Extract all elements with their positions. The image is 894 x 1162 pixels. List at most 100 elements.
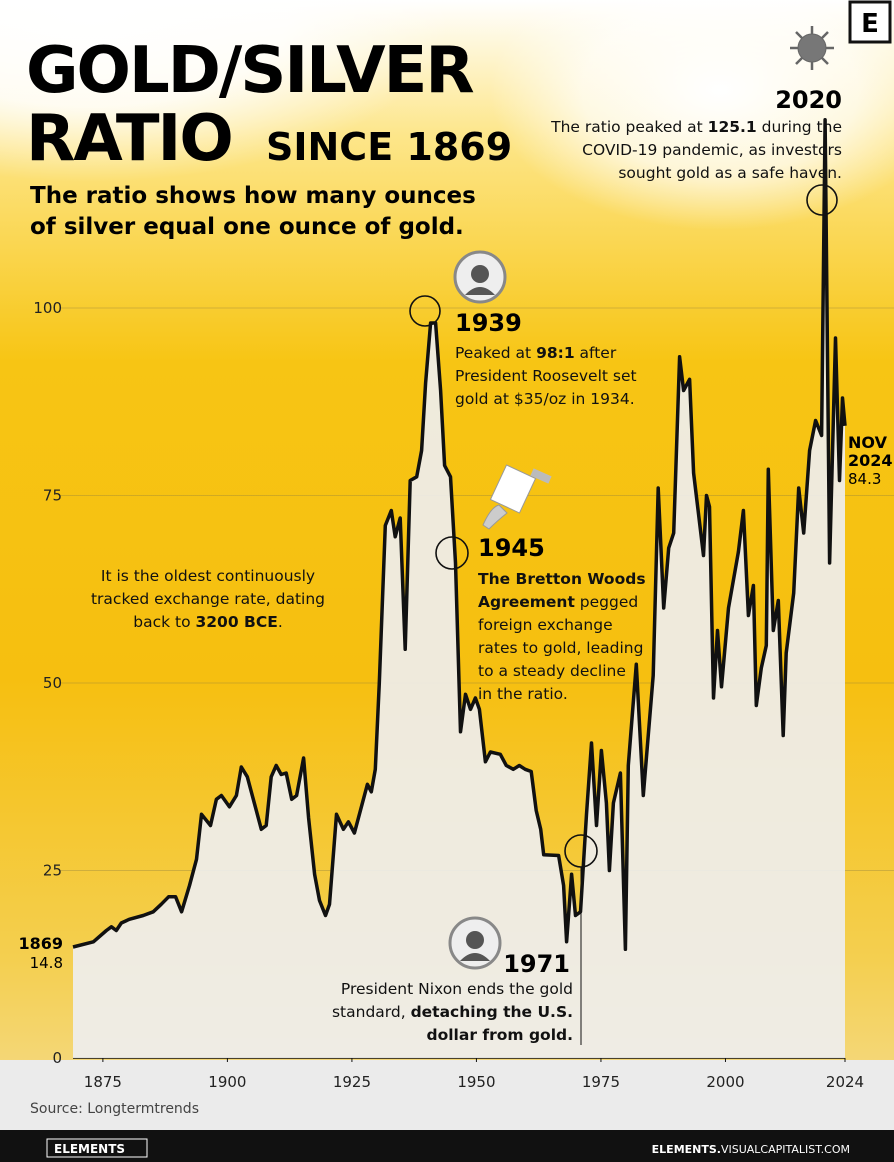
annotation-text: It is the oldest continuously — [101, 567, 315, 585]
hand — [530, 468, 552, 484]
annotation-text: Agreement pegged — [478, 593, 638, 611]
annotation-text: Peaked at 98:1 after — [455, 344, 617, 362]
coin-icon — [448, 916, 502, 970]
annotation-run: It is the oldest continuously — [101, 567, 315, 585]
logo-box — [848, 0, 892, 44]
x-tick-label: 2000 — [706, 1073, 744, 1091]
x-tick-label: 2024 — [826, 1073, 864, 1091]
annotation-run: President Nixon ends the gold — [341, 980, 573, 998]
subtitle: The ratio shows how many ounces — [30, 183, 476, 209]
end-date-label: NOV — [848, 433, 888, 452]
y-tick-label: 50 — [43, 674, 62, 692]
x-tick-label: 1950 — [457, 1073, 495, 1091]
annotation-run: back to — [133, 613, 195, 631]
area — [73, 119, 845, 1059]
annotation-text: tracked exchange rate, dating — [91, 590, 325, 608]
annotation-year: 1945 — [478, 534, 545, 562]
hand — [482, 504, 508, 530]
annotation-run: in the ratio. — [478, 685, 568, 703]
x-tick-label: 1925 — [333, 1073, 371, 1091]
annotation-text: sought gold as a safe haven. — [618, 164, 842, 182]
y-tick-label: 100 — [33, 299, 62, 317]
axis-band — [0, 1060, 894, 1130]
annotation-year: 1971 — [503, 950, 570, 978]
annotation-run: pegged — [575, 593, 638, 611]
annotation-year: 1939 — [455, 309, 522, 337]
y-tick-label: 25 — [43, 862, 62, 880]
background-glow — [0, 0, 600, 280]
subtitle: of silver equal one ounce of gold. — [30, 214, 464, 240]
annotation-text: gold at $35/oz in 1934. — [455, 390, 635, 408]
annotation-run: President Roosevelt set — [455, 367, 637, 385]
end-value-label: 84.3 — [848, 470, 881, 488]
coin-portrait — [465, 287, 495, 295]
annotation-run: Peaked at — [455, 344, 536, 362]
annotation-text: COVID-19 pandemic, as investors — [582, 141, 842, 159]
annotation-run: . — [278, 613, 283, 631]
footer-brand: ELEMENTS — [54, 1142, 125, 1156]
annotation-run: gold at $35/oz in 1934. — [455, 390, 635, 408]
annotation-text: dollar from gold. — [427, 1026, 574, 1044]
virus-body — [797, 33, 827, 63]
y-tick-label: 75 — [43, 487, 62, 505]
x-tick-label: 1875 — [84, 1073, 122, 1091]
annotation-run: Agreement — [478, 593, 575, 611]
footer — [0, 1130, 894, 1162]
annotation-run: rates to gold, leading — [478, 639, 643, 657]
background-glow — [490, 0, 894, 230]
footer-site-run: VISUALCAPITALIST.COM — [721, 1143, 850, 1156]
coin-portrait — [471, 265, 489, 283]
highlight-circle — [435, 536, 469, 570]
highlight-circle — [409, 295, 441, 327]
annotation-run: COVID-19 pandemic, as investors — [582, 141, 842, 159]
coin-portrait — [466, 931, 484, 949]
annotation-text: President Roosevelt set — [455, 367, 637, 385]
source: Source: Longtermtrends — [30, 1101, 199, 1117]
x-tick-label: 1900 — [208, 1073, 246, 1091]
start-date-label: 1869 — [18, 934, 63, 953]
annotation-text: rates to gold, leading — [478, 639, 643, 657]
annotation-text: The ratio peaked at 125.1 during the — [550, 118, 842, 136]
annotation-run: 98:1 — [536, 344, 575, 362]
annotation-run: dollar from gold. — [427, 1026, 574, 1044]
annotation-run: foreign exchange — [478, 616, 613, 634]
annotation-run: detaching the U.S. — [411, 1003, 573, 1021]
annotation-text: The Bretton Woods — [478, 570, 646, 588]
title: RATIO — [26, 102, 232, 176]
annotation-text: back to 3200 BCE. — [133, 613, 283, 631]
decorations — [409, 184, 838, 1045]
annotation-text: foreign exchange — [478, 616, 613, 634]
title-suffix: SINCE 1869 — [266, 125, 512, 169]
plot: 0 25 50 75 100 1875 1900 1925 1950 1975 2000 2024 18… — [18, 118, 894, 1091]
annotation-run: tracked exchange rate, dating — [91, 590, 325, 608]
highlight-circle — [806, 184, 838, 216]
coin-portrait — [460, 953, 490, 961]
annotation-year: 2020 — [775, 86, 842, 114]
annotation-run: to a steady decline — [478, 662, 626, 680]
annotation-run: 3200 BCE — [195, 613, 277, 631]
document-icon — [482, 464, 552, 530]
start-value-label: 14.8 — [30, 954, 63, 972]
annotation-text: President Nixon ends the gold — [341, 980, 573, 998]
annotation-run: sought gold as a safe haven. — [618, 164, 842, 182]
annotation-text: to a steady decline — [478, 662, 626, 680]
x-tick-label: 1975 — [582, 1073, 620, 1091]
paper — [489, 464, 537, 514]
annotation-run: during the — [757, 118, 842, 136]
logo: E — [861, 9, 879, 39]
footer-brand-box — [46, 1138, 148, 1158]
footer-site: ELEMENTS.VISUALCAPITALIST.COM — [652, 1143, 850, 1156]
y-tick-label: 0 — [52, 1049, 62, 1067]
annotation-run: after — [575, 344, 617, 362]
annotation-run: 125.1 — [708, 118, 757, 136]
virus-spikes — [790, 26, 834, 70]
footer-site-run: ELEMENTS. — [652, 1143, 721, 1156]
title: GOLD/SILVER — [26, 34, 473, 108]
end-date-label: 2024 — [848, 451, 893, 470]
annotation-run: The ratio peaked at — [550, 118, 708, 136]
annotation-run: standard, — [332, 1003, 411, 1021]
annotation-text: standard, detaching the U.S. — [332, 1003, 573, 1021]
coin-icon — [453, 250, 507, 304]
